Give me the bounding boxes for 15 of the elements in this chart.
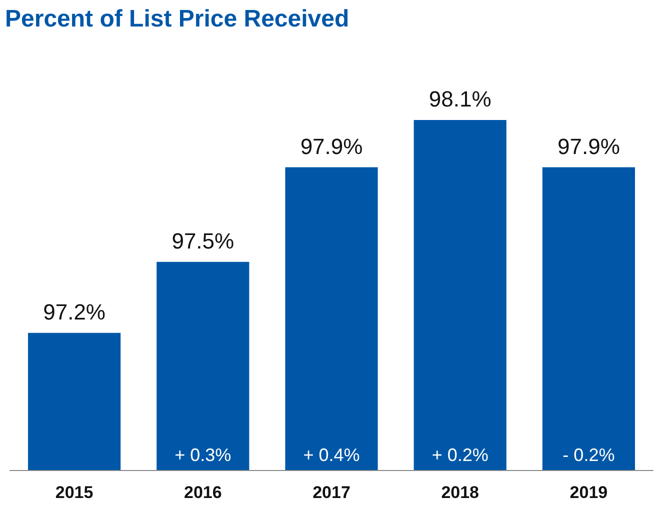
x-tick-label: 2016 — [184, 483, 222, 502]
x-tick-label: 2019 — [570, 483, 608, 502]
x-tick-label: 2015 — [55, 483, 94, 502]
annotation: + 0.4% — [303, 445, 360, 465]
data-label: 97.9% — [300, 134, 363, 159]
data-label: 98.1% — [428, 86, 492, 112]
annotation: + 0.2% — [432, 445, 488, 465]
data-label: 97.2% — [43, 299, 106, 324]
annotation: - 0.2% — [562, 445, 615, 465]
data-label: 97.5% — [172, 228, 234, 254]
x-tick-label: 2018 — [441, 483, 480, 502]
chart-title: Percent of List Price Received — [5, 6, 350, 32]
x-tick-label: 2017 — [312, 483, 350, 502]
annotation: + 0.3% — [174, 445, 232, 465]
data-label: 97.9% — [558, 134, 620, 159]
